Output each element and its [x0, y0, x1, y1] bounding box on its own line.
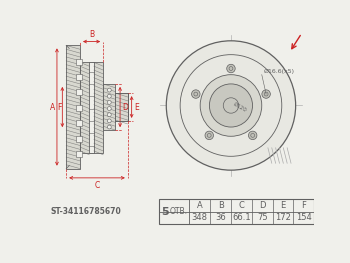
Circle shape	[248, 131, 257, 140]
Text: 172: 172	[275, 213, 291, 222]
Text: E: E	[280, 201, 286, 210]
Text: 5: 5	[162, 207, 169, 217]
Circle shape	[107, 113, 111, 117]
Text: Ø16.6(x5): Ø16.6(x5)	[263, 69, 294, 74]
Text: 75: 75	[257, 213, 267, 222]
Text: 66.1: 66.1	[232, 213, 251, 222]
Text: ABTOТРЕЙД: ABTOТРЕЙД	[171, 113, 276, 132]
Text: B: B	[89, 30, 94, 39]
Bar	[89, 62, 94, 153]
Text: D: D	[122, 103, 128, 112]
Bar	[66, 45, 80, 169]
Text: D: D	[259, 201, 265, 210]
Circle shape	[107, 119, 111, 123]
Text: F: F	[301, 201, 306, 210]
Bar	[80, 62, 89, 153]
Text: F: F	[57, 103, 62, 112]
Bar	[159, 199, 314, 224]
Text: 154: 154	[296, 213, 312, 222]
Text: C: C	[238, 201, 244, 210]
Circle shape	[107, 88, 111, 92]
Text: A: A	[50, 103, 55, 112]
Circle shape	[209, 84, 253, 127]
Text: ST-34116785670: ST-34116785670	[51, 207, 121, 216]
Bar	[76, 89, 82, 95]
Bar	[94, 62, 103, 153]
Circle shape	[200, 75, 262, 136]
Bar	[76, 120, 82, 126]
Bar	[116, 93, 128, 121]
Circle shape	[166, 41, 296, 170]
Text: B: B	[218, 201, 224, 210]
Text: E: E	[134, 103, 139, 112]
Circle shape	[107, 125, 111, 129]
Text: A: A	[197, 201, 203, 210]
Bar	[103, 84, 116, 130]
Circle shape	[262, 90, 270, 98]
Circle shape	[227, 64, 235, 73]
Circle shape	[107, 94, 111, 98]
Bar	[76, 105, 82, 111]
Text: Ø120: Ø120	[232, 102, 248, 114]
Bar	[76, 151, 82, 157]
Bar	[76, 135, 82, 142]
Bar	[76, 58, 82, 65]
Circle shape	[107, 100, 111, 104]
Text: C: C	[94, 181, 100, 190]
Circle shape	[205, 131, 214, 140]
Text: 348: 348	[192, 213, 208, 222]
Bar	[76, 74, 82, 80]
Text: ОТВ.: ОТВ.	[169, 207, 187, 216]
Text: 36: 36	[215, 213, 226, 222]
Circle shape	[191, 90, 200, 98]
Circle shape	[107, 107, 111, 110]
